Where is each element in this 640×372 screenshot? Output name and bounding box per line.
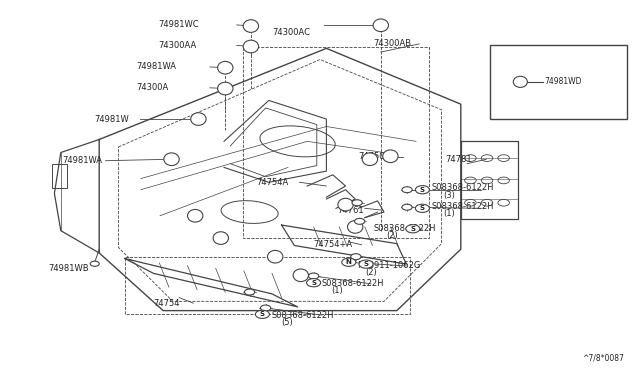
Text: (3): (3) bbox=[443, 191, 455, 200]
Text: N: N bbox=[346, 259, 352, 265]
Text: S08368-6122H: S08368-6122H bbox=[322, 279, 385, 288]
Text: 74754+A: 74754+A bbox=[314, 240, 353, 249]
Text: S: S bbox=[364, 261, 369, 267]
Circle shape bbox=[308, 273, 319, 279]
Text: ^7/8*0087: ^7/8*0087 bbox=[582, 353, 624, 362]
Ellipse shape bbox=[348, 221, 363, 233]
Circle shape bbox=[342, 258, 356, 266]
Text: S: S bbox=[420, 187, 425, 193]
Ellipse shape bbox=[293, 269, 308, 282]
Circle shape bbox=[406, 225, 420, 233]
Text: 74981WC: 74981WC bbox=[159, 20, 199, 29]
Ellipse shape bbox=[268, 250, 283, 263]
Ellipse shape bbox=[338, 198, 353, 211]
Circle shape bbox=[352, 200, 362, 206]
Ellipse shape bbox=[188, 209, 203, 222]
Text: (1): (1) bbox=[443, 209, 454, 218]
Text: 74750J: 74750J bbox=[358, 153, 387, 161]
Text: (1): (1) bbox=[332, 286, 343, 295]
Text: S08368-6122H: S08368-6122H bbox=[374, 224, 436, 232]
Circle shape bbox=[351, 254, 361, 260]
Text: 74300A: 74300A bbox=[136, 83, 168, 92]
Ellipse shape bbox=[373, 19, 388, 32]
Ellipse shape bbox=[218, 82, 233, 95]
Text: 74981W: 74981W bbox=[95, 115, 129, 124]
Text: (2): (2) bbox=[386, 231, 397, 240]
Ellipse shape bbox=[243, 40, 259, 53]
Text: S: S bbox=[420, 205, 425, 211]
Circle shape bbox=[255, 310, 269, 318]
Circle shape bbox=[244, 289, 255, 295]
Text: (5): (5) bbox=[282, 318, 293, 327]
Circle shape bbox=[402, 204, 412, 210]
Text: 74754A: 74754A bbox=[256, 178, 288, 187]
Circle shape bbox=[307, 279, 321, 287]
Circle shape bbox=[355, 218, 365, 224]
Text: S08368-6122H: S08368-6122H bbox=[432, 183, 495, 192]
Text: 74981WB: 74981WB bbox=[48, 264, 88, 273]
Bar bbox=[52, 164, 67, 188]
Text: (2): (2) bbox=[365, 268, 376, 277]
Text: 74300AC: 74300AC bbox=[272, 28, 310, 37]
Circle shape bbox=[415, 204, 429, 212]
Text: 74754: 74754 bbox=[154, 299, 180, 308]
Ellipse shape bbox=[218, 61, 233, 74]
Text: S08368-6122H: S08368-6122H bbox=[432, 202, 495, 211]
Circle shape bbox=[260, 305, 271, 311]
Text: 74981WA: 74981WA bbox=[63, 156, 102, 165]
Text: S: S bbox=[260, 311, 265, 317]
Text: S: S bbox=[311, 280, 316, 286]
Text: 74781: 74781 bbox=[445, 155, 472, 164]
Ellipse shape bbox=[191, 113, 206, 125]
Text: 74300AA: 74300AA bbox=[159, 41, 197, 50]
Text: 74761: 74761 bbox=[337, 206, 364, 215]
Ellipse shape bbox=[243, 20, 259, 32]
Ellipse shape bbox=[213, 232, 228, 244]
Ellipse shape bbox=[362, 153, 378, 166]
Text: S08368-6122H: S08368-6122H bbox=[271, 311, 334, 320]
Text: 74981WD: 74981WD bbox=[544, 77, 582, 86]
Circle shape bbox=[359, 260, 373, 268]
Bar bbox=[490, 45, 627, 119]
Text: N08911-1062G: N08911-1062G bbox=[357, 262, 420, 270]
Circle shape bbox=[402, 187, 412, 193]
Ellipse shape bbox=[383, 150, 398, 163]
Circle shape bbox=[90, 261, 99, 266]
Text: S: S bbox=[410, 226, 415, 232]
Ellipse shape bbox=[164, 153, 179, 166]
Circle shape bbox=[415, 186, 429, 194]
Text: 74981WA: 74981WA bbox=[136, 62, 177, 71]
Text: 74300AB: 74300AB bbox=[373, 39, 412, 48]
